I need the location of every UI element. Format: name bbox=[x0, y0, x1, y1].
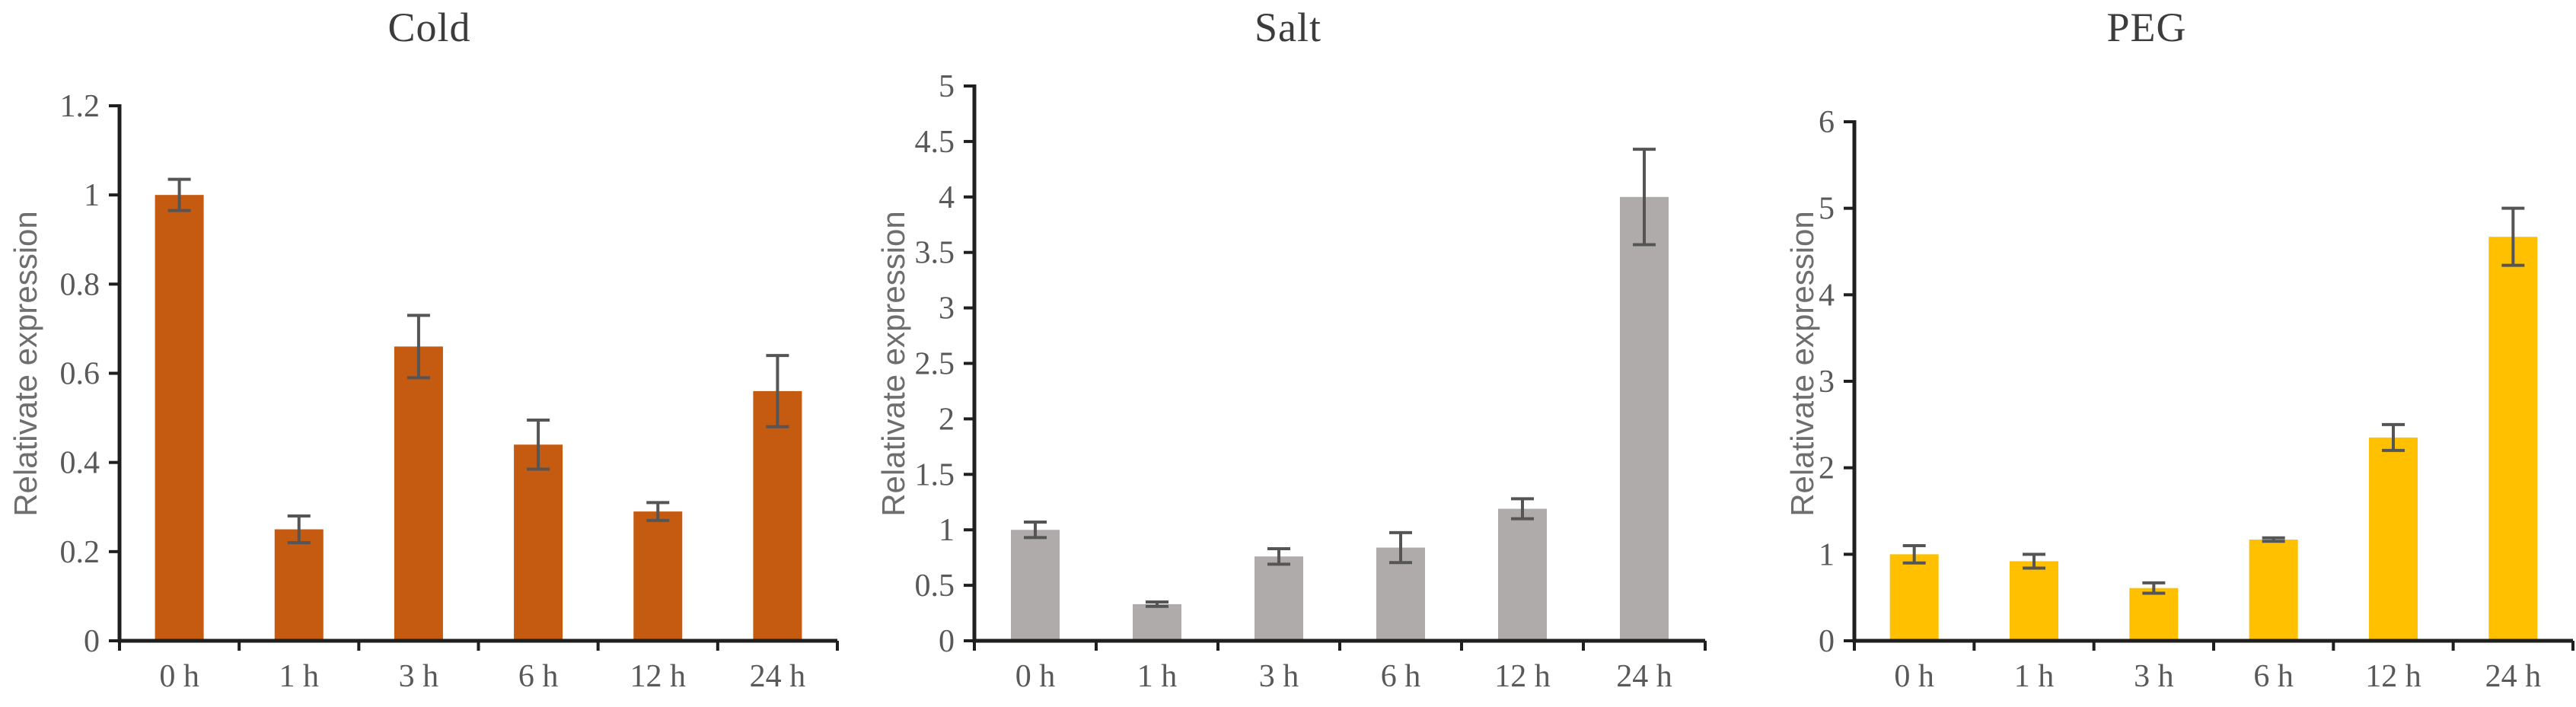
y-tick-label-3: 3 bbox=[939, 291, 955, 326]
x-category-label-12-h: 12 h bbox=[630, 659, 687, 694]
bar-0-h bbox=[1889, 554, 1939, 641]
bar-3-h bbox=[394, 346, 443, 641]
bar-plot-peg: 0 1 2 3 4 5 6 0 h 1 h 3 h 6 h 12 h 24 h bbox=[1819, 105, 2574, 694]
x-category-label-24-h: 24 h bbox=[1616, 659, 1672, 694]
y-tick-label-1: 1 bbox=[1819, 537, 1835, 572]
y-tick-label-1: 1 bbox=[84, 178, 100, 213]
y-tick-label-1-2: 1.2 bbox=[60, 89, 100, 124]
y-tick-label-3-5: 3.5 bbox=[915, 236, 955, 271]
x-category-label-3-h: 3 h bbox=[2134, 659, 2174, 694]
bar-6-h bbox=[2249, 540, 2298, 641]
x-category-label-24-h: 24 h bbox=[2485, 659, 2542, 694]
bar-1-h bbox=[2010, 561, 2058, 641]
bar-6-h bbox=[514, 444, 563, 641]
bar-12-h bbox=[633, 511, 683, 641]
bar-24-h bbox=[2488, 237, 2538, 642]
y-tick-label-0: 0 bbox=[939, 624, 955, 659]
y-tick-label-0: 0 bbox=[84, 624, 100, 659]
x-category-label-0-h: 0 h bbox=[1894, 659, 1934, 694]
bar-0-h bbox=[1011, 530, 1060, 641]
y-tick-label-6: 6 bbox=[1819, 105, 1835, 140]
x-category-label-3-h: 3 h bbox=[399, 659, 439, 694]
y-tick-label-4-5: 4.5 bbox=[915, 125, 955, 160]
x-category-label-0-h: 0 h bbox=[159, 659, 199, 694]
x-category-label-0-h: 0 h bbox=[1015, 659, 1056, 694]
y-tick-label-0-4: 0.4 bbox=[60, 446, 100, 481]
x-category-label-1-h: 1 h bbox=[1137, 659, 1178, 694]
bar-3-h bbox=[2129, 588, 2179, 641]
bar-3-h bbox=[1255, 556, 1303, 641]
chart-panel-salt: Salt Relativate expression 0 0.5 1 1.5 2 2.5 3… bbox=[859, 0, 1717, 707]
y-tick-label-5: 5 bbox=[1819, 192, 1835, 227]
y-tick-label-0-8: 0.8 bbox=[60, 267, 100, 302]
y-tick-label-0-6: 0.6 bbox=[60, 357, 100, 392]
y-tick-label-2: 2 bbox=[939, 402, 955, 437]
bar-1-h bbox=[274, 529, 324, 641]
bar-24-h bbox=[753, 390, 802, 641]
y-tick-label-0-2: 0.2 bbox=[60, 535, 100, 570]
y-tick-label-0: 0 bbox=[1819, 624, 1835, 659]
chart-panel-cold: Cold Relativate expression 0 0.2 0.4 0.6 0.8… bbox=[0, 0, 859, 707]
bar-plot-salt: 0 0.5 1 1.5 2 2.5 3 3.5 4 4.5 5 0 h 1 h 3 h 6 h 12 h 24 … bbox=[915, 69, 1707, 694]
chart-title-salt: Salt bbox=[1254, 5, 1321, 50]
bar-24-h bbox=[1620, 196, 1669, 641]
y-tick-label-2: 2 bbox=[1819, 451, 1835, 486]
x-category-label-1-h: 1 h bbox=[2014, 659, 2055, 694]
chart-title-cold: Cold bbox=[387, 5, 471, 50]
bar-12-h bbox=[2369, 437, 2418, 641]
x-category-label-6-h: 6 h bbox=[518, 659, 559, 694]
y-tick-label-0-5: 0.5 bbox=[915, 568, 955, 603]
bar-1-h bbox=[1133, 603, 1181, 641]
x-category-label-24-h: 24 h bbox=[750, 659, 806, 694]
x-category-label-6-h: 6 h bbox=[2253, 659, 2294, 694]
y-tick-label-3: 3 bbox=[1819, 365, 1835, 400]
y-tick-label-4: 4 bbox=[1819, 278, 1835, 313]
y-tick-label-1-5: 1.5 bbox=[915, 457, 955, 492]
x-category-label-1-h: 1 h bbox=[279, 659, 320, 694]
y-tick-label-1: 1 bbox=[939, 513, 955, 548]
bar-12-h bbox=[1498, 508, 1547, 641]
chart-title-peg: PEG bbox=[2106, 5, 2187, 50]
bar-0-h bbox=[155, 195, 204, 642]
y-tick-label-4: 4 bbox=[939, 180, 955, 215]
bar-plot-cold: 0 0.2 0.4 0.6 0.8 1 1.2 0 h 1 h 3 h 6 h 12 h 24 h bbox=[60, 89, 839, 694]
x-category-label-12-h: 12 h bbox=[2365, 659, 2421, 694]
x-category-label-12-h: 12 h bbox=[1494, 659, 1551, 694]
y-tick-label-5: 5 bbox=[939, 69, 955, 104]
y-tick-label-2-5: 2.5 bbox=[915, 347, 955, 382]
x-category-label-6-h: 6 h bbox=[1381, 659, 1421, 694]
x-category-label-3-h: 3 h bbox=[1259, 659, 1299, 694]
